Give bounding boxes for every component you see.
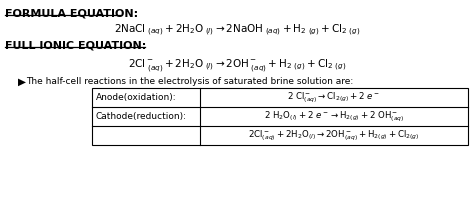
Text: FULL IONIC EQUATION:: FULL IONIC EQUATION: xyxy=(5,41,146,51)
Bar xyxy=(92,88,468,145)
Text: $2\ \mathrm{H_2O}_{(l)} + 2\ e^- \rightarrow \mathrm{H}_{2(g)} + 2\ \mathrm{OH}^: $2\ \mathrm{H_2O}_{(l)} + 2\ e^- \righta… xyxy=(264,110,404,124)
Text: $2\ \mathrm{Cl}^-_{(aq)} \rightarrow \mathrm{Cl}_{2(g)} + 2\ e^-$: $2\ \mathrm{Cl}^-_{(aq)} \rightarrow \ma… xyxy=(287,90,381,104)
Text: $\blacktriangleright$: $\blacktriangleright$ xyxy=(15,77,27,88)
Text: $2\mathrm{Cl}^-_{\ (aq)} + 2\mathrm{H_2O}_{\ (l)} \rightarrow 2\mathrm{OH}^-_{\ : $2\mathrm{Cl}^-_{\ (aq)} + 2\mathrm{H_2O… xyxy=(128,57,346,74)
Text: $2\mathrm{Cl}^-_{(aq)} + 2\mathrm{H_2O}_{(l)} \rightarrow 2\mathrm{OH}^-_{(aq)} : $2\mathrm{Cl}^-_{(aq)} + 2\mathrm{H_2O}_… xyxy=(248,129,419,143)
Text: Cathode(reduction):: Cathode(reduction): xyxy=(96,112,187,121)
Text: Anode(oxidation):: Anode(oxidation): xyxy=(96,93,177,102)
Text: FORMULA EQUATION:: FORMULA EQUATION: xyxy=(5,9,138,19)
Text: $2\mathrm{NaCl}_{\ (aq)} + 2\mathrm{H_2O}_{\ (l)} \rightarrow 2\mathrm{NaOH}_{\ : $2\mathrm{NaCl}_{\ (aq)} + 2\mathrm{H_2O… xyxy=(114,23,360,38)
Text: The half-cell reactions in the electrolysis of saturated brine solution are:: The half-cell reactions in the electroly… xyxy=(26,77,353,86)
